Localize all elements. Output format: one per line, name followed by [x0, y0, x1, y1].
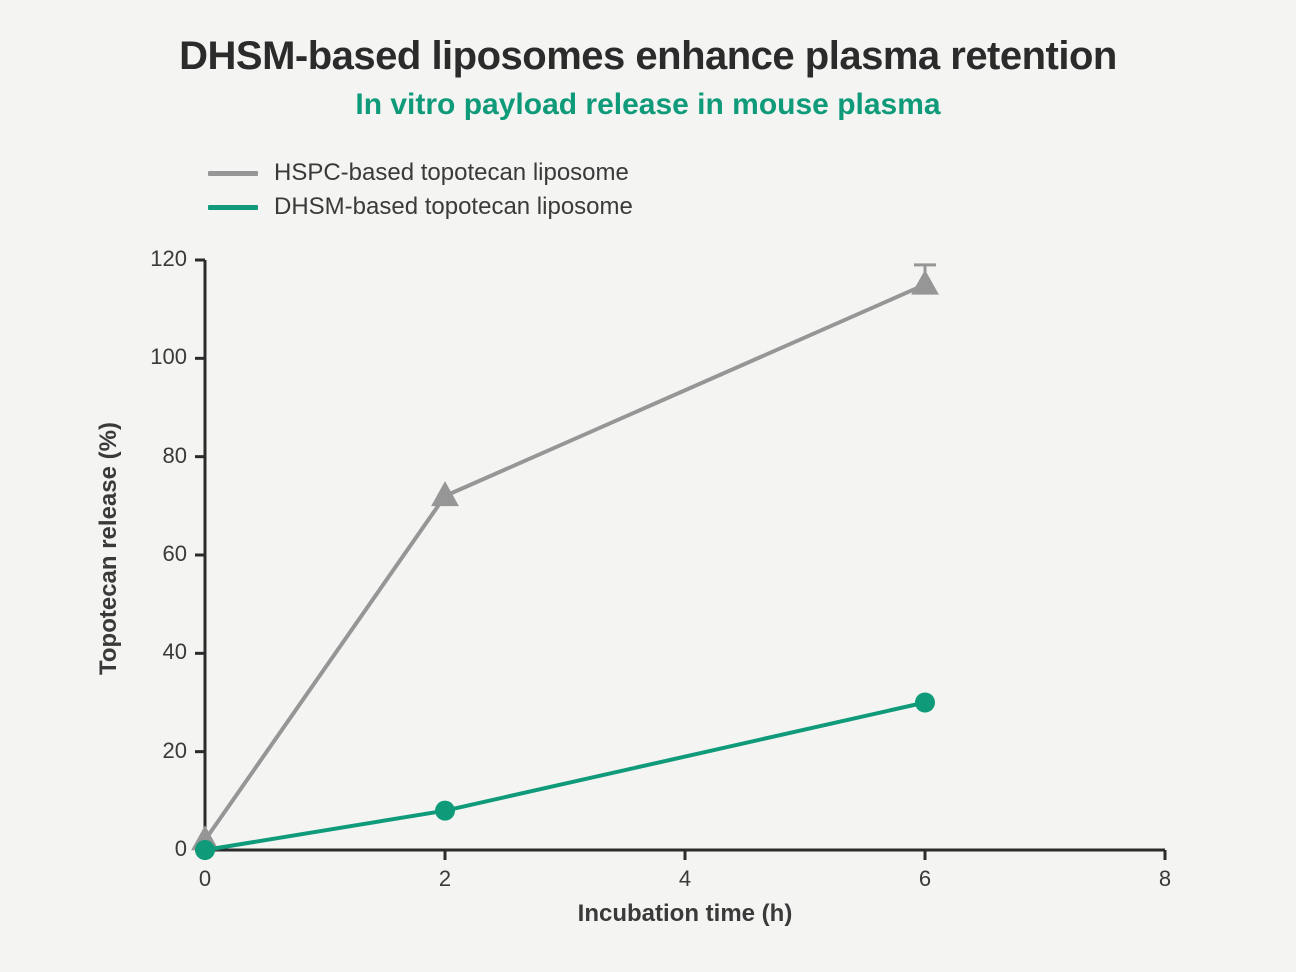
figure-page: DHSM-based liposomes enhance plasma rete… [0, 0, 1296, 972]
line-chart [0, 0, 1296, 972]
